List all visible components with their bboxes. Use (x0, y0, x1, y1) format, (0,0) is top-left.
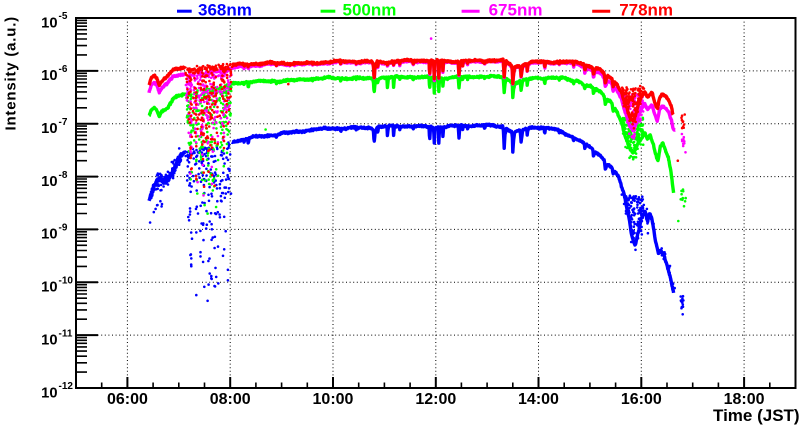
svg-text:10:00: 10:00 (313, 391, 354, 408)
svg-text:10: 10 (41, 174, 57, 190)
svg-text:778nm: 778nm (619, 1, 673, 20)
svg-text:10: 10 (41, 227, 57, 243)
svg-text:08:00: 08:00 (210, 391, 251, 408)
svg-text:14:00: 14:00 (518, 391, 559, 408)
svg-text:675nm: 675nm (489, 1, 543, 20)
svg-text:-9: -9 (59, 223, 68, 234)
svg-text:-10: -10 (59, 276, 74, 287)
svg-text:10: 10 (41, 332, 57, 348)
svg-text:Time (JST): Time (JST) (713, 406, 800, 425)
svg-text:368nm: 368nm (198, 1, 252, 20)
svg-text:-5: -5 (59, 11, 68, 22)
svg-text:-8: -8 (59, 170, 68, 181)
svg-text:10: 10 (41, 15, 57, 31)
svg-text:06:00: 06:00 (107, 391, 148, 408)
svg-text:18:00: 18:00 (724, 391, 765, 408)
svg-text:-11: -11 (59, 328, 73, 339)
svg-text:-12: -12 (59, 381, 74, 392)
svg-text:500nm: 500nm (343, 1, 397, 20)
svg-text:10: 10 (41, 121, 57, 137)
svg-text:10: 10 (41, 385, 57, 401)
svg-text:10: 10 (41, 280, 57, 296)
svg-text:-6: -6 (59, 64, 68, 75)
svg-text:10: 10 (41, 68, 57, 84)
svg-text:Intensity (a.u.): Intensity (a.u.) (3, 16, 20, 130)
svg-text:12:00: 12:00 (415, 391, 456, 408)
svg-text:16:00: 16:00 (621, 391, 662, 408)
svg-text:-7: -7 (59, 117, 68, 128)
